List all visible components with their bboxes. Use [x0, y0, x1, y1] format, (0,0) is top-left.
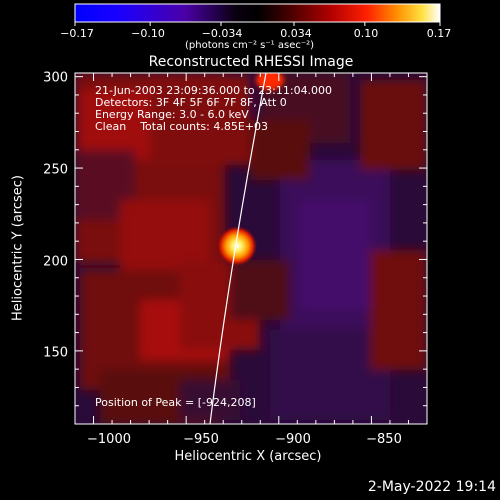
- y-tick-label: 150: [43, 345, 68, 361]
- energy-range-text: Energy Range: 3.0 - 6.0 keV: [95, 108, 249, 121]
- colorbar-tick-label: 0.17: [426, 27, 452, 40]
- x-tick-label: −1000: [87, 432, 131, 447]
- time-range-text: 21-Jun-2003 23:09:36.000 to 23:11:04.000: [95, 84, 333, 97]
- detectors-text: Detectors: 3F 4F 5F 6F 7F 8F, Att 0: [95, 96, 287, 109]
- colorbar-tick-label: −0.034: [201, 27, 243, 40]
- x-tick-label: −950: [183, 432, 219, 447]
- peak-position-text: Position of Peak = [-924,208]: [95, 396, 256, 409]
- colorbar-units: (photons cm⁻² s⁻¹ asec⁻²): [185, 40, 315, 51]
- flare-peak: [217, 226, 257, 266]
- colorbar: [74, 3, 441, 23]
- clean-counts-text: Clean Total counts: 4.85E+03: [95, 120, 269, 133]
- plot-frame: [74, 72, 428, 425]
- axis-ticks: [74, 22, 441, 425]
- y-tick-label: 200: [43, 254, 68, 270]
- x-tick-label: −900: [275, 432, 311, 447]
- heatmap-image: [75, 73, 427, 424]
- x-tick-label: −850: [366, 432, 402, 447]
- colorbar-tick-label: 0.034: [280, 27, 312, 40]
- colorbar-tick-label: 0.10: [353, 27, 379, 40]
- y-axis-label: Heliocentric Y (arcsec): [10, 175, 26, 321]
- footer-timestamp: 2-May-2022 19:14: [367, 479, 496, 495]
- colorbar-tick-label: −0.10: [131, 27, 165, 40]
- plot-title: Reconstructed RHESSI Image: [148, 54, 354, 70]
- y-tick-label: 250: [43, 162, 68, 178]
- colorbar-tick-label: −0.17: [60, 27, 94, 40]
- y-tick-label: 300: [43, 70, 68, 86]
- solar-limb-line: [209, 73, 267, 424]
- x-axis-label: Heliocentric X (arcsec): [174, 449, 322, 464]
